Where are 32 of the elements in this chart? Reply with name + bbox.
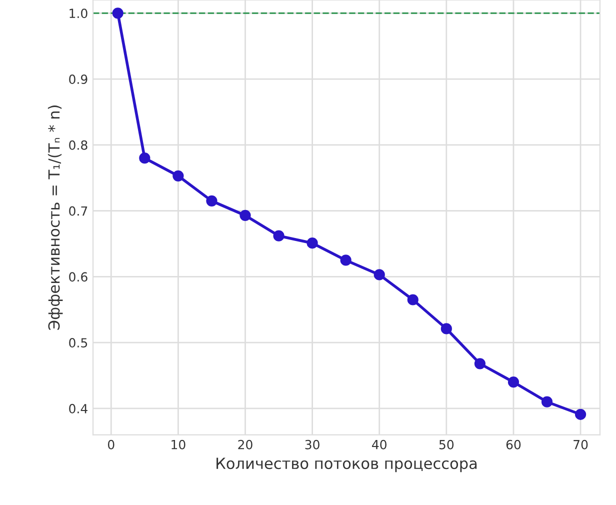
x-tick-label: 70 [574, 440, 588, 450]
point [206, 195, 218, 206]
point [541, 396, 553, 408]
y-tick-label: 0.6 [69, 272, 88, 282]
point [407, 294, 418, 306]
y-tick-label: 0.7 [69, 206, 88, 216]
point [139, 152, 150, 164]
x-axis-title: Количество потоков процессора [216, 458, 477, 472]
point [306, 238, 318, 249]
point [508, 376, 520, 388]
y-axis-title: Эффективность = T₁/(Tₙ * n) [48, 106, 63, 330]
point [273, 230, 284, 242]
x-tick-label: 60 [506, 440, 521, 450]
point [172, 170, 184, 182]
y-tick-label: 0.5 [69, 338, 88, 348]
point [574, 408, 586, 420]
x-tick-label: 20 [238, 440, 252, 450]
x-tick-label: 0 [108, 440, 114, 450]
x-tick-label: 30 [305, 440, 320, 450]
y-tick-label: 0.8 [69, 140, 88, 150]
point [240, 210, 251, 221]
point [340, 254, 352, 266]
point [112, 8, 124, 19]
point [374, 269, 385, 280]
x-tick-label: 10 [172, 440, 186, 450]
y-tick-label: 1.0 [70, 8, 88, 18]
point [474, 358, 486, 370]
x-tick-label: 40 [372, 440, 386, 450]
y-tick-label: 0.9 [69, 74, 88, 84]
x-tick-label: 50 [439, 440, 454, 450]
y-tick-label: 0.4 [69, 404, 88, 414]
point [440, 323, 452, 334]
